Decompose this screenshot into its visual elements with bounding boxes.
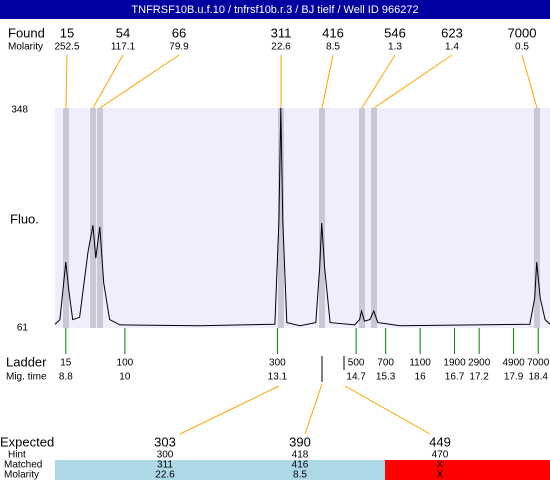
matched-size: 311 <box>157 460 173 471</box>
ladder-size: 300 <box>269 358 286 369</box>
mig-time-label: Mig. time <box>6 372 47 383</box>
peak-connector <box>321 54 334 109</box>
matched-size: 416 <box>292 460 309 471</box>
peak-connector <box>92 54 124 109</box>
peak-band <box>534 108 540 328</box>
mig-time: 17.2 <box>469 372 489 383</box>
y-min: 61 <box>17 323 29 334</box>
peak-connector <box>373 54 453 109</box>
peak-band <box>371 108 377 328</box>
matched-size: X <box>437 460 444 471</box>
plot-area <box>55 108 550 328</box>
found-size: 7000 <box>508 25 537 40</box>
matched-molarity-label: Molarity <box>4 470 39 480</box>
matched-molarity: 8.5 <box>293 470 307 480</box>
hint-size: 300 <box>157 450 174 461</box>
mig-time: 8.8 <box>59 372 73 383</box>
ladder-label: Ladder <box>6 354 47 369</box>
found-size: 54 <box>116 25 130 40</box>
peak-connector <box>361 54 396 109</box>
expected-size: 449 <box>429 434 451 449</box>
unmatched-band <box>385 460 550 480</box>
y-axis-label: Fluo. <box>10 211 39 226</box>
ladder-size: 100 <box>117 358 134 369</box>
found-molarity: 1.4 <box>445 42 459 53</box>
peak-band <box>359 108 365 328</box>
mig-time: 10 <box>119 372 131 383</box>
peak-band <box>319 108 325 328</box>
found-molarity: 1.3 <box>388 42 402 53</box>
found-size: 546 <box>384 25 406 40</box>
connector <box>304 383 323 435</box>
ladder-size: 1900 <box>443 358 466 369</box>
mig-time: 16.7 <box>445 372 465 383</box>
ladder-size: 700 <box>377 358 394 369</box>
title-bar <box>0 0 550 19</box>
found-molarity: 79.9 <box>169 42 189 53</box>
ladder-size: 500 <box>348 358 365 369</box>
found-label: Found <box>8 25 45 40</box>
found-molarity: 117.1 <box>111 42 136 53</box>
hint-size: 418 <box>292 450 309 461</box>
ladder-size: 4900 <box>502 358 525 369</box>
found-molarity: 22.6 <box>271 42 291 53</box>
ladder-size: 15 <box>60 358 72 369</box>
y-max: 348 <box>11 105 28 116</box>
ladder-size: 2900 <box>468 358 491 369</box>
peak-connector <box>521 54 538 109</box>
peak-connector <box>65 54 68 109</box>
expected-size: 303 <box>154 434 176 449</box>
mig-time: 17.9 <box>504 372 524 383</box>
peak-band <box>63 108 69 328</box>
mig-time: 18.4 <box>528 372 548 383</box>
title: TNFRSF10B.u.f.10 / tnfrsf10b.r.3 / BJ ti… <box>131 4 418 16</box>
found-size: 311 <box>271 25 292 40</box>
expected-size: 390 <box>289 434 311 449</box>
found-molarity: 8.5 <box>326 42 340 53</box>
ladder-size: 1100 <box>409 358 431 369</box>
ladder-size: 7000 <box>527 358 550 369</box>
found-molarity: 252.5 <box>54 42 79 53</box>
trace <box>54 107 550 327</box>
mig-time: 15.3 <box>376 372 396 383</box>
found-size: 623 <box>441 25 463 40</box>
found-size: 66 <box>172 25 186 40</box>
mig-time: 14.7 <box>346 372 366 383</box>
matched-label: Matched <box>4 460 42 471</box>
peak-connector <box>99 54 180 109</box>
matched-molarity: X <box>437 470 444 480</box>
expected-label: Expected <box>0 434 54 449</box>
found-size: 15 <box>60 25 74 40</box>
hint-size: 470 <box>432 450 449 461</box>
found-molarity: 0.5 <box>515 42 529 53</box>
matched-molarity: 22.6 <box>155 470 175 480</box>
mig-time: 13.1 <box>268 372 288 383</box>
hint-label: Hint <box>8 450 26 461</box>
peak-band <box>97 108 103 328</box>
connector <box>344 385 431 435</box>
connector <box>179 385 280 435</box>
peak-band <box>278 108 284 328</box>
molarity-label: Molarity <box>8 42 43 53</box>
mig-time: 16 <box>415 372 427 383</box>
matched-band <box>55 460 385 480</box>
peak-band <box>90 108 96 328</box>
found-size: 416 <box>322 25 344 40</box>
